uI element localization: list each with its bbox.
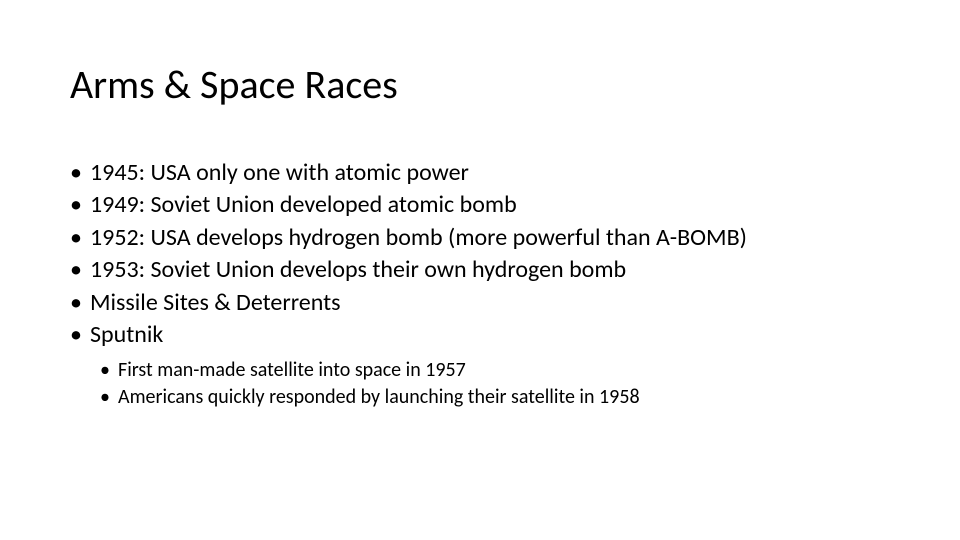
bullet-item: 1953: Soviet Union develops their own hy…: [70, 254, 890, 286]
bullet-item: Missile Sites & Deterrents: [70, 287, 890, 319]
sub-bullet-list: First man-made satellite into space in 1…: [100, 357, 890, 411]
slide-container: Arms & Space Races 1945: USA only one wi…: [0, 0, 960, 411]
bullet-list: 1945: USA only one with atomic power 194…: [70, 157, 890, 351]
bullet-item: Sputnik: [70, 319, 890, 351]
bullet-item: 1949: Soviet Union developed atomic bomb: [70, 189, 890, 221]
bullet-item: 1945: USA only one with atomic power: [70, 157, 890, 189]
slide-title: Arms & Space Races: [70, 60, 890, 109]
bullet-item: 1952: USA develops hydrogen bomb (more p…: [70, 222, 890, 254]
sub-bullet-item: Americans quickly responded by launching…: [100, 384, 890, 411]
sub-bullet-item: First man-made satellite into space in 1…: [100, 357, 890, 384]
